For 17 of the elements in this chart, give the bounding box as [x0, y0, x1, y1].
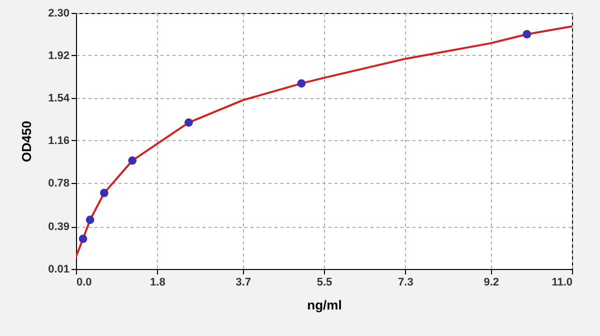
y-axis-title: OD450 [19, 120, 34, 162]
x-tick-label: 9.2 [484, 276, 499, 288]
x-tick-label: 7.3 [398, 276, 414, 288]
x-tick-label: 1.8 [150, 276, 166, 288]
y-tick-label: 1.16 [48, 134, 70, 147]
y-tick-label: 0.78 [48, 177, 70, 190]
x-tick-label: 3.7 [236, 276, 251, 288]
y-tick-label: 1.54 [48, 92, 70, 104]
y-tick-label: 2.30 [48, 8, 70, 20]
x-tick-label: 5.5 [316, 276, 332, 288]
y-tick-label: 1.92 [48, 50, 70, 62]
y-tick-label: 0.01 [48, 264, 70, 276]
line-series [76, 25, 572, 258]
x-tick-label: 0.0 [76, 276, 92, 288]
y-tick-label: 0.39 [48, 221, 70, 234]
x-axis-title: ng/ml [307, 298, 342, 312]
x-tick-label: 11.0 [552, 276, 572, 288]
